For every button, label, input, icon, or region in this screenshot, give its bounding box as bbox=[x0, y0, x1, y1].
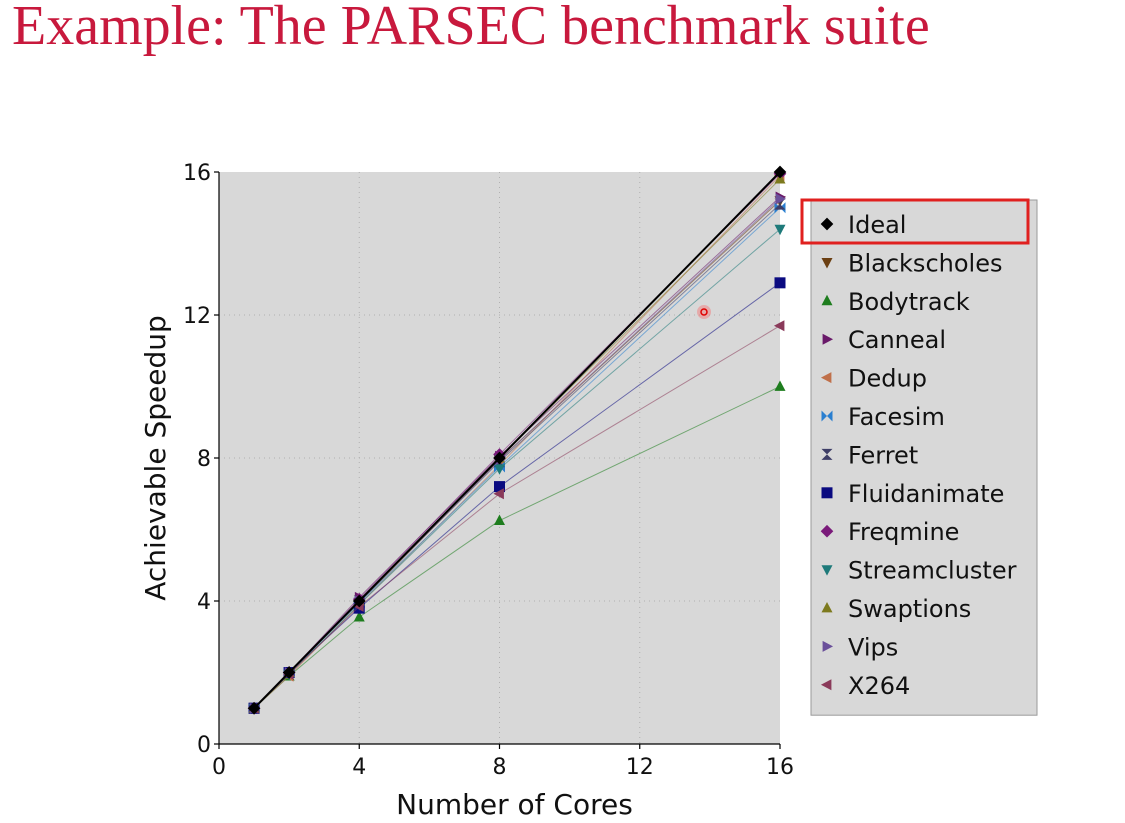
x-axis-label: Number of Cores bbox=[396, 788, 633, 821]
legend-label-facesim: Facesim bbox=[848, 403, 945, 431]
legend-item-bodytrack: Bodytrack bbox=[821, 288, 970, 316]
legend: Ideal Blackscholes Bodytrack Canneal Dedup Fa… bbox=[697, 198, 1038, 716]
legend-label-fluidanimate: Fluidanimate bbox=[848, 480, 1004, 508]
legend-marker-streamcluster bbox=[821, 565, 833, 576]
legend-marker-x264 bbox=[820, 679, 832, 691]
axes: 0 4 8 12 16 0 4 8 12 16 bbox=[183, 161, 794, 780]
legend-item-swaptions: Swaptions bbox=[821, 595, 971, 623]
legend-label-vips: Vips bbox=[848, 633, 898, 661]
legend-item-vips: Vips bbox=[822, 633, 898, 661]
series-ideal bbox=[247, 165, 787, 715]
x-tick-label: 0 bbox=[212, 755, 226, 780]
y-tick-label: 8 bbox=[197, 447, 211, 472]
legend-item-freqmine: Freqmine bbox=[820, 518, 959, 546]
cursor-pointer-icon bbox=[700, 308, 708, 316]
data-point-swaptions bbox=[774, 173, 786, 184]
legend-marker-freqmine bbox=[820, 524, 834, 538]
data-point-streamcluster bbox=[774, 224, 786, 236]
legend-item-x264: X264 bbox=[820, 672, 910, 700]
legend-marker-fluidanimate bbox=[821, 487, 833, 499]
legend-marker-ferret bbox=[821, 448, 833, 455]
y-tick-label: 12 bbox=[183, 304, 211, 329]
legend-marker-blackscholes bbox=[821, 258, 833, 269]
legend-label-ferret: Ferret bbox=[848, 441, 918, 469]
x-tick-label: 16 bbox=[766, 755, 794, 780]
legend-marker-bodytrack bbox=[821, 294, 833, 306]
legend-highlight-box bbox=[800, 198, 1030, 245]
legend-item-facesim: Facesim bbox=[821, 403, 945, 431]
series-layer bbox=[247, 165, 787, 715]
legend-marker-vips bbox=[822, 640, 834, 652]
legend-label-blackscholes: Blackscholes bbox=[848, 249, 1002, 277]
y-axis-label: Achievable Speedup bbox=[139, 315, 172, 601]
y-tick-label: 16 bbox=[183, 161, 211, 186]
legend-label-bodytrack: Bodytrack bbox=[848, 288, 970, 316]
data-point-bodytrack bbox=[494, 514, 505, 525]
legend-item-dedup: Dedup bbox=[820, 365, 927, 393]
data-point-fluidanimate bbox=[494, 481, 505, 493]
legend-marker-swaptions bbox=[821, 601, 833, 613]
legend-label-ideal: Ideal bbox=[848, 211, 906, 239]
legend-marker-canneal bbox=[822, 333, 834, 345]
legend-item-streamcluster: Streamcluster bbox=[821, 557, 1017, 585]
legend-marker-ferret bbox=[821, 454, 833, 460]
legend-marker-dedup bbox=[820, 372, 832, 384]
data-point-bodytrack bbox=[774, 380, 786, 391]
legend-marker-facesim bbox=[827, 410, 833, 422]
legend-box bbox=[810, 199, 1038, 716]
data-point-fluidanimate bbox=[774, 277, 786, 289]
legend-label-canneal: Canneal bbox=[848, 326, 946, 354]
legend-marker-ideal bbox=[820, 217, 834, 231]
legend-label-freqmine: Freqmine bbox=[848, 518, 959, 546]
data-point-ideal bbox=[352, 594, 366, 608]
data-point-ferret bbox=[774, 204, 786, 210]
legend-label-streamcluster: Streamcluster bbox=[848, 557, 1017, 585]
legend-item-canneal: Canneal bbox=[822, 326, 946, 354]
data-point-ideal bbox=[247, 701, 261, 715]
legend-label-dedup: Dedup bbox=[848, 365, 927, 393]
legend-marker-facesim bbox=[821, 410, 827, 422]
slide-title: Example: The PARSEC benchmark suite bbox=[12, 0, 930, 57]
data-point-streamcluster bbox=[494, 464, 505, 475]
legend-item-fluidanimate: Fluidanimate bbox=[821, 480, 1004, 508]
cursor-halo bbox=[697, 305, 711, 319]
data-point-ideal bbox=[773, 165, 787, 179]
x-tick-label: 4 bbox=[352, 755, 366, 780]
y-tick-label: 0 bbox=[197, 733, 211, 758]
data-point-x264 bbox=[773, 320, 785, 332]
data-point-ideal bbox=[493, 451, 506, 465]
x-tick-label: 12 bbox=[626, 755, 654, 780]
x-tick-label: 8 bbox=[493, 755, 507, 780]
legend-label-swaptions: Swaptions bbox=[848, 595, 971, 623]
legend-item-ferret: Ferret bbox=[821, 441, 918, 469]
data-point-vips bbox=[775, 193, 787, 205]
data-point-bodytrack bbox=[353, 611, 365, 622]
legend-item-ideal: Ideal bbox=[820, 211, 906, 239]
legend-label-x264: X264 bbox=[848, 672, 910, 700]
legend-item-blackscholes: Blackscholes bbox=[821, 249, 1002, 277]
y-tick-label: 4 bbox=[197, 590, 211, 615]
data-point-x264 bbox=[493, 488, 504, 500]
data-point-ideal bbox=[282, 666, 296, 679]
